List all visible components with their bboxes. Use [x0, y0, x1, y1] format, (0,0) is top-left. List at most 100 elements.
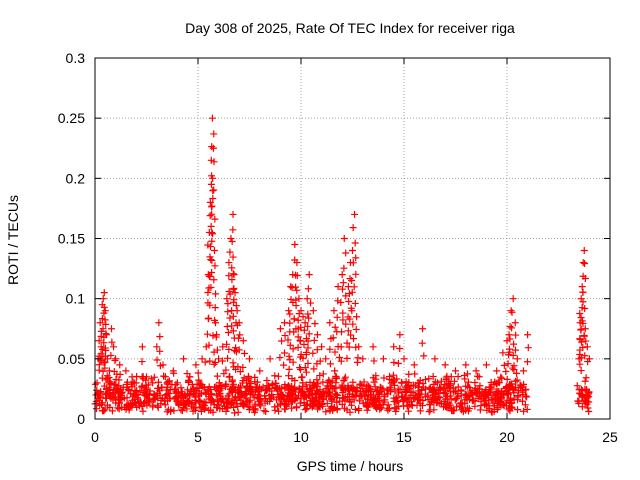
data-point: [288, 375, 296, 383]
data-point: [131, 398, 139, 406]
data-point: [226, 314, 234, 322]
data-point: [103, 401, 111, 409]
data-point: [304, 310, 312, 318]
data-point: [342, 292, 350, 300]
data-point: [426, 400, 434, 408]
data-point: [369, 374, 377, 382]
data-point: [581, 377, 589, 385]
data-point: [208, 256, 216, 264]
data-point: [474, 372, 482, 380]
data-point: [303, 405, 311, 413]
data-point: [210, 398, 218, 406]
data-point: [116, 370, 124, 378]
data-point: [304, 344, 312, 352]
data-point: [232, 386, 240, 394]
data-point: [215, 355, 223, 363]
data-point: [286, 319, 294, 327]
data-point: [114, 404, 122, 412]
data-point: [191, 399, 199, 407]
data-point: [379, 385, 387, 393]
data-point: [311, 320, 319, 328]
data-point: [318, 343, 326, 351]
data-point: [102, 376, 110, 384]
data-point: [289, 358, 297, 366]
data-point: [101, 364, 109, 372]
data-point: [418, 386, 426, 394]
data-point: [294, 344, 302, 352]
data-point: [233, 307, 241, 315]
data-point: [513, 376, 521, 384]
data-point: [266, 395, 274, 403]
data-point: [579, 259, 587, 267]
data-point: [311, 381, 319, 389]
data-point: [523, 405, 531, 413]
data-point: [223, 403, 231, 411]
data-point: [576, 309, 584, 317]
data-point: [480, 401, 488, 409]
data-point: [355, 392, 363, 400]
data-point: [281, 332, 289, 340]
data-point: [280, 361, 288, 369]
data-point: [305, 330, 313, 338]
data-point: [209, 230, 217, 238]
data-point: [464, 378, 472, 386]
data-point: [208, 114, 216, 122]
data-point: [211, 262, 219, 270]
data-point: [362, 387, 370, 395]
data-point: [332, 379, 340, 387]
data-point: [520, 380, 528, 388]
data-point: [92, 405, 100, 413]
data-point: [227, 235, 235, 242]
data-point: [445, 399, 453, 407]
data-point: [224, 397, 232, 405]
data-point: [309, 349, 317, 357]
data-point: [107, 351, 115, 359]
data-point: [341, 375, 349, 383]
data-point: [332, 372, 340, 380]
data-point: [329, 334, 337, 342]
data-point: [576, 351, 584, 359]
data-point: [431, 378, 439, 386]
data-point: [577, 390, 585, 398]
data-point: [206, 357, 214, 365]
data-point: [347, 331, 355, 339]
data-point: [575, 399, 583, 407]
data-point: [205, 341, 213, 349]
data-point: [207, 283, 215, 291]
data-point: [342, 249, 350, 257]
data-point: [192, 404, 200, 412]
data-point: [497, 395, 505, 403]
data-point: [283, 400, 291, 408]
data-point: [99, 407, 107, 415]
data-point: [101, 344, 109, 352]
data-point: [379, 355, 387, 363]
data-point: [353, 313, 361, 321]
data-point: [210, 360, 218, 368]
x-tick-label: 25: [602, 429, 618, 445]
data-point: [390, 398, 398, 406]
data-point: [506, 323, 514, 331]
data-point: [345, 384, 353, 392]
data-point: [102, 394, 110, 402]
data-point: [202, 388, 210, 396]
data-point: [113, 386, 121, 394]
data-point: [116, 361, 124, 369]
data-point: [301, 406, 309, 414]
data-point: [204, 315, 212, 323]
data-point: [240, 402, 248, 410]
data-point: [513, 355, 521, 363]
data-point: [296, 337, 304, 345]
data-point: [349, 320, 357, 328]
data-point: [338, 328, 346, 336]
data-point: [370, 357, 378, 365]
data-point: [452, 395, 460, 403]
data-point: [300, 399, 308, 407]
data-point: [343, 339, 351, 347]
data-point: [351, 239, 359, 247]
data-point: [306, 392, 314, 400]
data-point: [210, 130, 218, 138]
data-point: [163, 391, 171, 399]
data-point: [247, 387, 255, 395]
data-point: [352, 270, 360, 278]
data-point: [218, 405, 226, 413]
